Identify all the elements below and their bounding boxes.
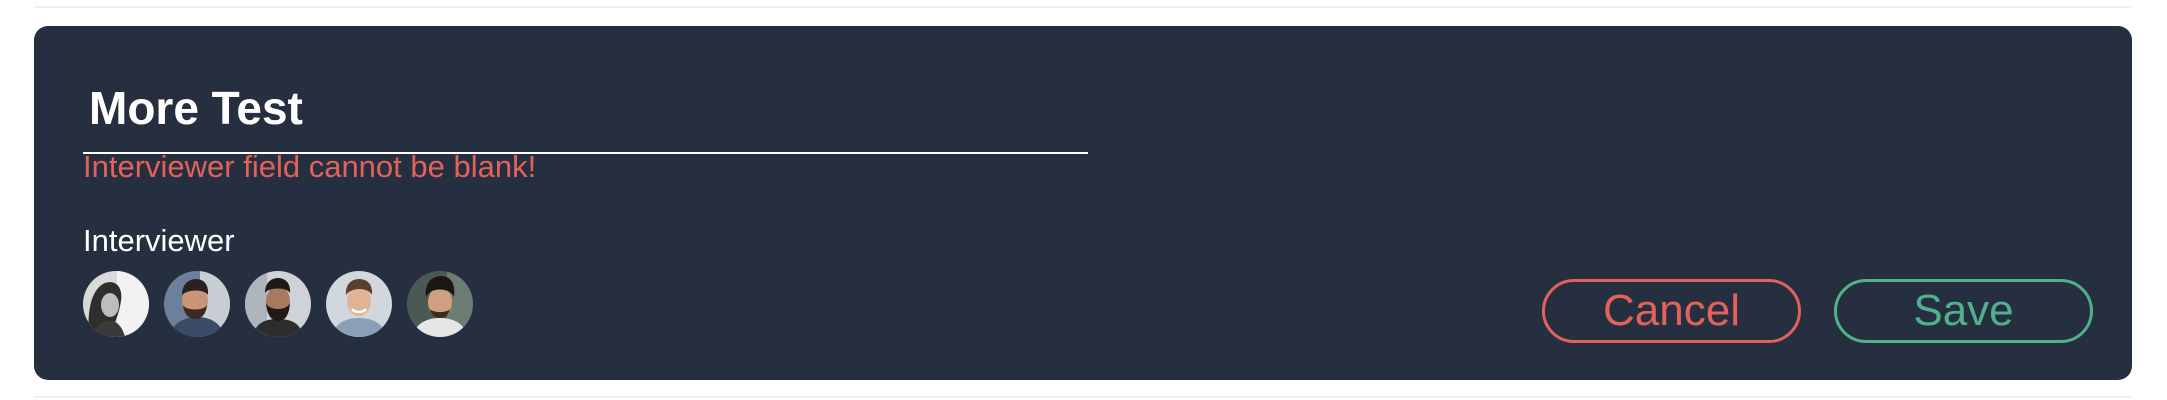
interviewer-avatar[interactable] — [164, 271, 230, 337]
error-message: Interviewer field cannot be blank! — [83, 149, 537, 184]
avatar-man-beard — [164, 271, 230, 337]
interviewer-avatar[interactable] — [245, 271, 311, 337]
title-field-wrapper — [83, 66, 1088, 154]
save-button[interactable]: Save — [1834, 279, 2093, 343]
interviewer-avatar[interactable] — [407, 271, 473, 337]
edit-interview-card: Interviewer field cannot be blank! Inter… — [34, 26, 2132, 380]
avatar-woman — [83, 271, 149, 337]
title-input[interactable] — [83, 66, 1088, 150]
bottom-divider — [34, 396, 2132, 398]
avatar-man-dark-hair — [407, 271, 473, 337]
interviewer-avatar[interactable] — [326, 271, 392, 337]
avatar-man-dark-beard — [245, 271, 311, 337]
interviewer-avatar-list — [83, 271, 473, 337]
top-divider — [34, 6, 2132, 8]
interviewer-avatar[interactable] — [83, 271, 149, 337]
cancel-button[interactable]: Cancel — [1542, 279, 1801, 343]
avatar-man-smiling — [326, 271, 392, 337]
title-underline — [83, 152, 1088, 154]
interviewer-label: Interviewer — [83, 223, 235, 258]
